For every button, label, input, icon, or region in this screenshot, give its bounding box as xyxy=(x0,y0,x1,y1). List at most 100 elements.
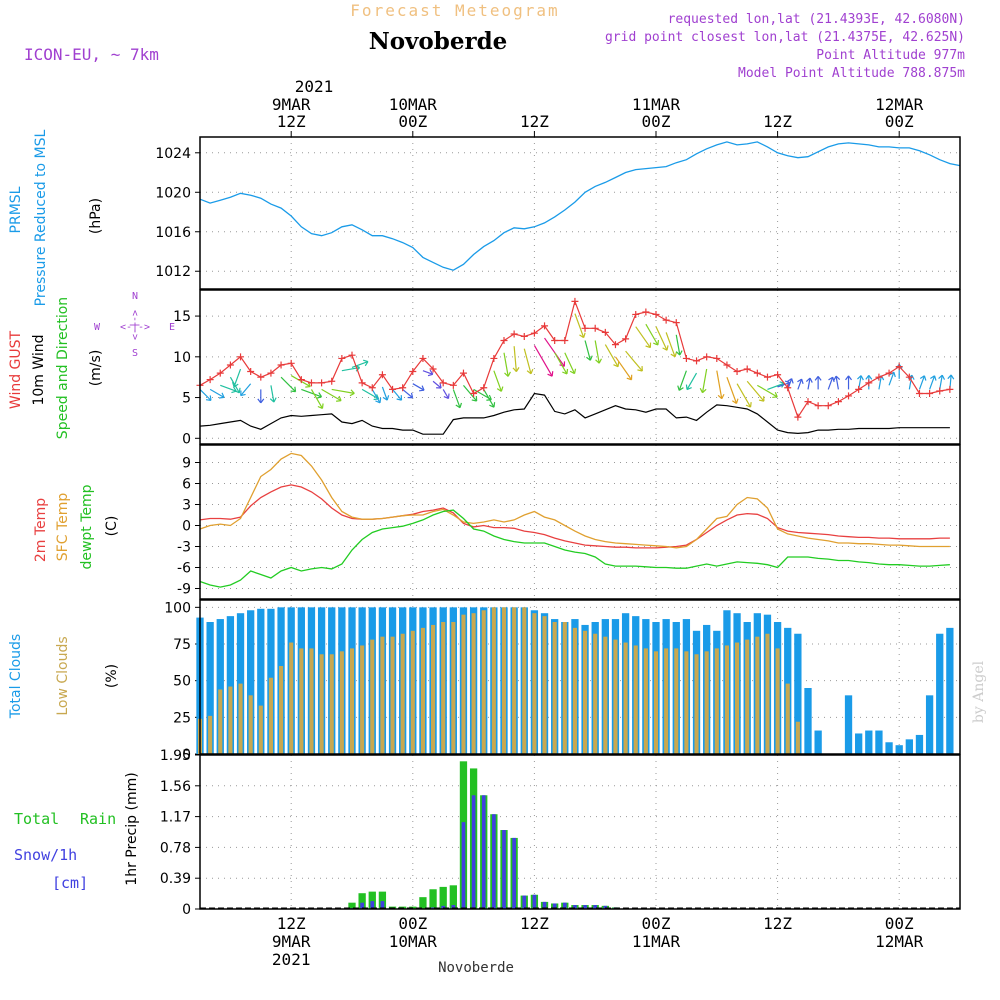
gust-marker xyxy=(632,310,640,318)
wind-arrow-head xyxy=(787,378,794,384)
wind-arrow-shaft xyxy=(240,383,252,396)
total-cloud-bar xyxy=(855,733,863,754)
time-label-top: 11MAR xyxy=(632,95,681,114)
wind-arrow-shaft xyxy=(767,382,785,390)
low-cloud-bar xyxy=(775,648,780,754)
low-cloud-bar xyxy=(735,642,740,754)
low-cloud-bar xyxy=(491,607,496,754)
snow-bar xyxy=(441,905,446,909)
wind-arrow-shaft xyxy=(746,380,765,402)
precip-label-cm: [cm] xyxy=(52,874,88,892)
wind-arrow xyxy=(888,371,896,386)
temperature-side-labels: 2m Temp SFC Temp dewpt Temp (C) xyxy=(33,484,120,569)
gust-marker xyxy=(561,337,569,345)
time-label-bottom: 12Z xyxy=(277,914,306,933)
wind-arrow xyxy=(361,388,380,401)
gust-marker xyxy=(804,398,812,406)
low-cloud-bar xyxy=(512,607,517,754)
precip-label-total: Total xyxy=(14,810,59,828)
wind-arrow-head xyxy=(595,358,602,364)
wind-arrow xyxy=(726,376,739,404)
gust-marker xyxy=(551,337,559,345)
wind-panel: 0 5 10 15 xyxy=(173,289,961,447)
gust-marker xyxy=(530,329,538,337)
series-2m-temp xyxy=(199,484,950,549)
wind-arrow-shaft xyxy=(878,375,882,390)
low-cloud-bar xyxy=(714,648,719,754)
time-label-top: 00Z xyxy=(642,112,671,131)
low-cloud-bar xyxy=(349,648,355,754)
gust-marker xyxy=(774,371,782,379)
low-cloud-bar xyxy=(704,651,709,754)
wind-frame xyxy=(199,289,961,445)
gust-marker xyxy=(915,389,923,397)
total-cloud-bar xyxy=(885,742,893,754)
wind-arrow-head xyxy=(797,378,804,385)
wind-arrow-head xyxy=(613,361,620,368)
wind-arrow xyxy=(625,350,643,372)
wind-arrow-head xyxy=(637,366,643,372)
wind-arrow-shaft xyxy=(827,376,834,390)
wind-arrow xyxy=(412,383,425,392)
pressure-side-labels: PRMSL Pressure Reduced to MSL (hPa) xyxy=(8,129,104,306)
wind-arrow xyxy=(614,356,633,381)
time-label-bottom: 9MAR xyxy=(272,932,311,951)
low-cloud-bar xyxy=(319,654,324,754)
time-label-bottom: 12MAR xyxy=(875,932,924,951)
low-cloud-bar xyxy=(380,636,385,754)
wind-arrow xyxy=(269,385,277,403)
gust-marker xyxy=(733,367,741,375)
wind-arrow-shaft xyxy=(361,388,379,400)
gust-marker xyxy=(662,316,670,324)
time-label-bottom: 2021 xyxy=(272,950,311,969)
wind-arrow-shaft xyxy=(371,389,381,404)
low-cloud-bar xyxy=(329,654,334,754)
compass-s: S xyxy=(132,348,138,359)
wind-arrow-head xyxy=(662,345,669,351)
compass-w: W xyxy=(94,322,101,333)
wind-arrow-shaft xyxy=(381,386,388,401)
total-cloud-bar xyxy=(936,633,944,754)
series-10m-wind xyxy=(199,392,950,435)
wind-unit: (m/s) xyxy=(88,350,104,387)
wind-arrow xyxy=(594,340,602,364)
temp-label-2m: 2m Temp xyxy=(33,498,49,562)
low-cloud-bar xyxy=(633,645,638,754)
wind-arrow-shaft xyxy=(574,313,585,338)
low-cloud-bar xyxy=(289,642,294,754)
gust-marker xyxy=(409,367,417,375)
precip-label-snow: Snow/1h xyxy=(14,846,77,864)
wind-arrow-head xyxy=(349,389,355,397)
pressure-unit: (hPa) xyxy=(88,198,104,234)
wind-arrow-shaft xyxy=(939,375,943,390)
wind-arrow-head xyxy=(833,375,841,381)
low-cloud-bar xyxy=(410,630,415,754)
wind-arrow-shaft xyxy=(233,368,242,388)
ytick-label: 3 xyxy=(182,498,191,514)
snow-bar xyxy=(552,903,557,909)
gust-marker xyxy=(845,392,853,400)
wind-arrow xyxy=(574,313,586,339)
precip-frame xyxy=(199,754,961,910)
gust-marker xyxy=(267,369,275,377)
wind-arrow xyxy=(442,389,450,400)
time-label-top: 12Z xyxy=(520,112,549,131)
wind-arrow-head xyxy=(232,381,239,388)
ytick-label: 75 xyxy=(173,637,191,653)
wind-arrow-shaft xyxy=(564,352,576,374)
time-label-bottom: 11MAR xyxy=(632,932,681,951)
wind-arrow-head xyxy=(512,367,520,373)
wind-arrow-head xyxy=(758,396,765,402)
rain-bar xyxy=(348,902,356,909)
wind-arrow-shaft xyxy=(645,323,659,346)
clouds-panel: 0 25 50 75 100 xyxy=(164,599,961,763)
wind-arrow-head xyxy=(731,398,739,404)
wind-arrow xyxy=(736,383,752,408)
low-cloud-bar xyxy=(360,645,365,754)
year-top: 2021 xyxy=(295,77,334,96)
ytick-label: 0.78 xyxy=(160,840,191,856)
wind-arrow xyxy=(533,345,554,377)
footer-location: Novoberde xyxy=(438,960,514,976)
ytick-label: 100 xyxy=(164,600,191,616)
